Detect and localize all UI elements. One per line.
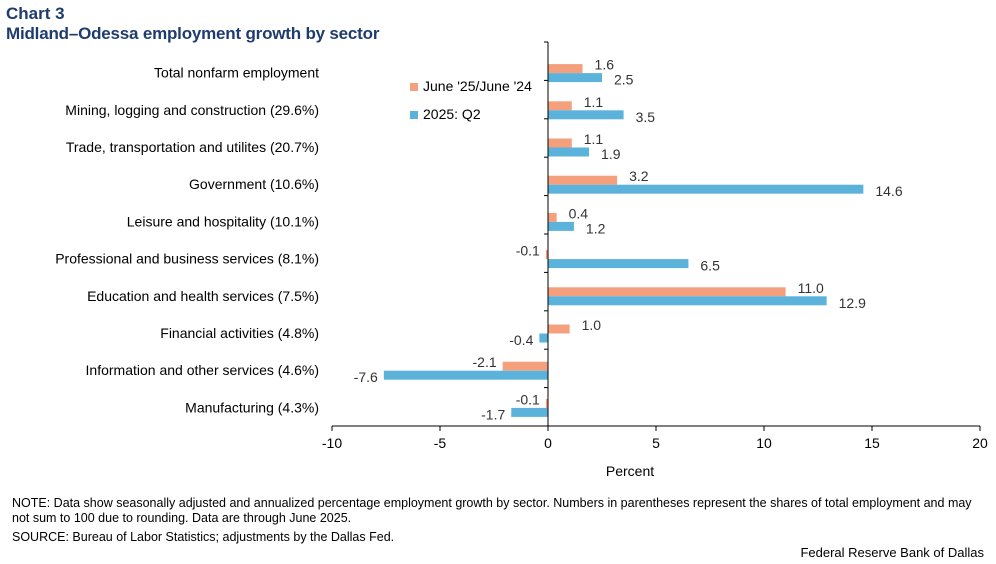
category-label: Professional and business services (8.1%… [55, 251, 319, 267]
bar-yoy [548, 287, 786, 297]
category-label: Education and health services (7.5%) [87, 288, 319, 304]
category-label: Government (10.6%) [189, 176, 319, 192]
bar-q2 [548, 296, 827, 306]
bar-q2 [548, 184, 864, 194]
x-tick-label: 0 [544, 435, 552, 451]
chart-credit: Federal Reserve Bank of Dallas [800, 545, 984, 560]
bar-q2 [539, 333, 548, 343]
category-label: Mining, logging and construction (29.6%) [65, 102, 319, 118]
bar-q2 [511, 407, 548, 417]
bar-yoy [545, 250, 548, 260]
data-label: 2.5 [614, 72, 634, 88]
category-label: Total nonfarm employment [154, 65, 319, 81]
bar-yoy [548, 138, 572, 148]
bar-yoy [502, 361, 548, 371]
category-label: Manufacturing (4.3%) [185, 399, 319, 415]
bar-yoy [548, 101, 572, 111]
category-label: Information and other services (4.6%) [86, 362, 319, 378]
category-label: Financial activities (4.8%) [160, 325, 319, 341]
bar-yoy [548, 212, 557, 222]
chart-source: SOURCE: Bureau of Labor Statistics; adju… [12, 530, 395, 544]
data-label: 1.0 [582, 317, 602, 333]
data-label: 12.9 [839, 295, 866, 311]
x-tick-label: 5 [652, 435, 660, 451]
data-label: 1.1 [584, 94, 604, 110]
x-tick-label: 20 [972, 435, 988, 451]
category-label: Leisure and hospitality (10.1%) [127, 213, 319, 229]
data-label: 3.2 [629, 168, 649, 184]
bar-yoy [548, 324, 570, 334]
data-label: -1.7 [481, 406, 505, 422]
data-label: 14.6 [875, 183, 902, 199]
bar-q2 [383, 370, 548, 380]
data-label: 0.4 [569, 205, 589, 221]
data-label: 1.9 [601, 146, 621, 162]
data-label: 1.6 [595, 57, 615, 73]
bar-q2 [548, 73, 602, 83]
x-tick-label: 15 [864, 435, 880, 451]
data-label: 1.2 [586, 220, 606, 236]
bar-q2 [548, 259, 689, 269]
data-label: -0.4 [509, 332, 533, 348]
x-tick-label: -10 [322, 435, 342, 451]
legend-label: 2025: Q2 [423, 106, 481, 122]
data-label: 3.5 [636, 109, 656, 125]
bar-q2 [548, 147, 590, 157]
bar-yoy [548, 175, 618, 185]
x-axis-title: Percent [606, 463, 654, 479]
data-label: -0.1 [516, 391, 540, 407]
bar-chart: Total nonfarm employment 1.62.5 Mining, lo… [55, 41, 988, 479]
legend-label: June '25/June '24 [423, 78, 532, 94]
bar-yoy [548, 64, 583, 74]
chart-note: NOTE: Data show seasonally adjusted and … [12, 496, 972, 525]
bar-q2 [548, 110, 624, 120]
data-label: 11.0 [798, 280, 824, 296]
legend-swatch [410, 83, 418, 91]
bar-q2 [548, 221, 574, 231]
bar-yoy [545, 398, 548, 408]
data-label: 6.5 [700, 258, 720, 274]
data-label: -0.1 [516, 243, 540, 259]
legend-swatch [410, 111, 418, 119]
data-label: 1.1 [584, 131, 604, 147]
category-label: Trade, transportation and utilites (20.7… [66, 139, 319, 155]
chart-title: Midland–Odessa employment growth by sect… [6, 24, 380, 43]
x-tick-label: -5 [434, 435, 447, 451]
data-label: -7.6 [354, 369, 378, 385]
x-tick-label: 10 [756, 435, 772, 451]
data-label: -2.1 [473, 354, 497, 370]
chart-number: Chart 3 [6, 4, 65, 23]
